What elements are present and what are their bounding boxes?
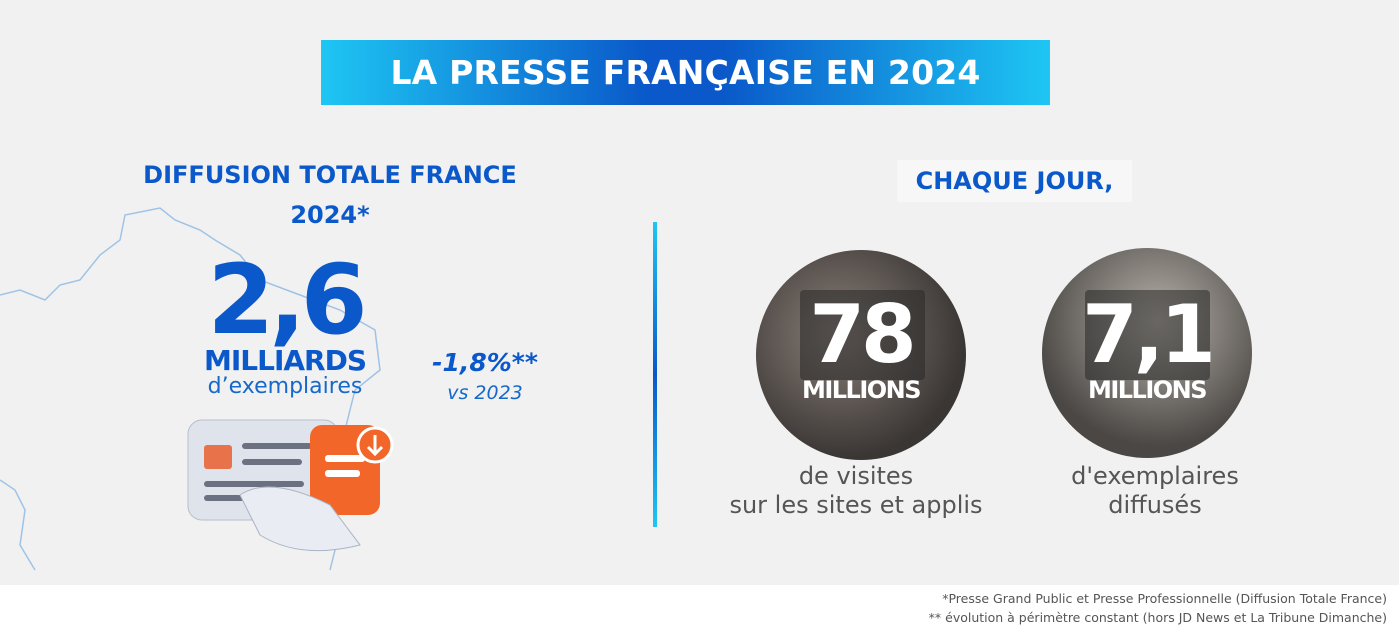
stat-unit: MILLIONS bbox=[801, 376, 922, 404]
caption-line: sur les sites et applis bbox=[729, 491, 983, 519]
heading-line: 2024* bbox=[290, 201, 370, 229]
evolution: -1,8%** bbox=[432, 348, 538, 377]
subtitle: d’exemplaires bbox=[207, 374, 363, 399]
big-number: 2,6 bbox=[207, 244, 367, 356]
stat-caption: de visites sur les sites et applis bbox=[696, 462, 1016, 520]
divider bbox=[653, 222, 657, 527]
stat-unit: MILLIONS bbox=[1087, 376, 1208, 404]
stat-number: 7,1 bbox=[1082, 288, 1216, 381]
stat-caption: d'exemplaires diffusés bbox=[995, 462, 1315, 520]
comparison: vs 2023 bbox=[447, 382, 523, 404]
number-backdrop bbox=[800, 290, 925, 380]
caption-line: de visites bbox=[798, 462, 914, 490]
caption-line: d'exemplaires bbox=[1071, 462, 1239, 490]
unit: MILLIARDS bbox=[203, 344, 367, 377]
number-backdrop bbox=[1085, 290, 1210, 380]
caption-line: diffusés bbox=[1108, 491, 1202, 519]
footnote: *Presse Grand Public et Presse Professio… bbox=[942, 591, 1387, 606]
title: LA PRESSE FRANÇAISE EN 2024 bbox=[390, 53, 981, 92]
title-banner: LA PRESSE FRANÇAISE EN 2024 bbox=[321, 40, 1050, 105]
left-heading: DIFFUSION TOTALE FRANCE 2024* bbox=[110, 155, 550, 235]
footnote: ** évolution à périmètre constant (hors … bbox=[928, 610, 1387, 625]
heading-line: DIFFUSION TOTALE FRANCE bbox=[143, 161, 517, 189]
stat-number: 78 bbox=[809, 288, 916, 381]
newspaper-icon bbox=[187, 419, 394, 552]
right-heading: CHAQUE JOUR, bbox=[897, 160, 1132, 202]
